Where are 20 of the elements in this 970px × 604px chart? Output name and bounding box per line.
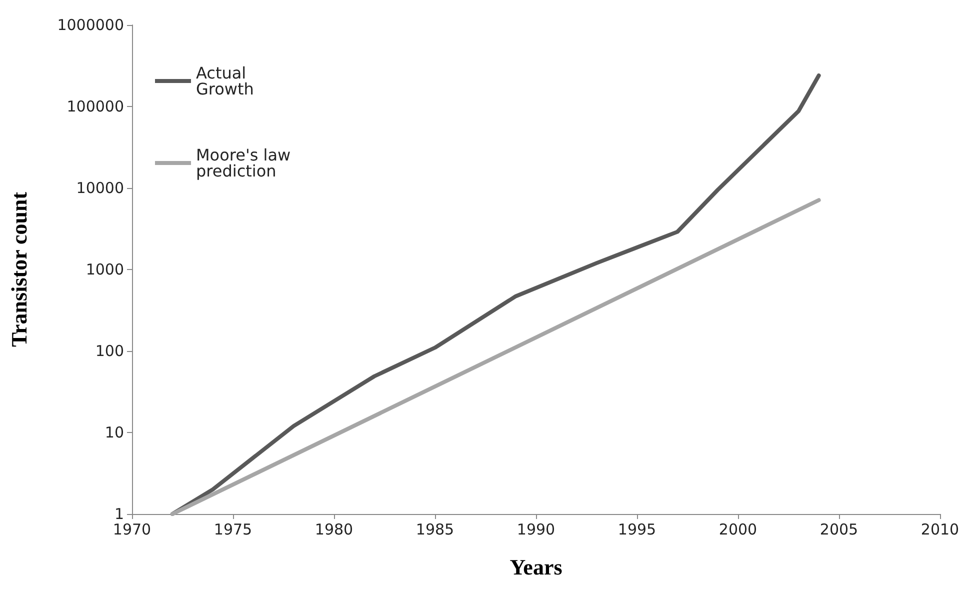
x-tick-label: 1980 — [314, 520, 354, 538]
y-tick-label: 1000 — [86, 260, 124, 278]
y-tick-label: 10000 — [76, 179, 124, 197]
y-tick-label: 1 — [114, 505, 124, 523]
x-tick-label: 1970 — [112, 520, 152, 538]
x-axis-title: Years — [510, 554, 563, 580]
x-tick-label: 2000 — [718, 520, 758, 538]
y-axis-title: Transistor count — [6, 191, 32, 348]
x-tick-label: 2005 — [820, 520, 858, 538]
legend-label: Actual Growth — [196, 64, 254, 98]
x-tick-label: 1975 — [214, 520, 252, 538]
x-tick-label: 1990 — [516, 520, 556, 538]
legend-label: Moore's law prediction — [196, 146, 296, 180]
y-tick-label: 100000 — [66, 98, 124, 116]
x-tick-label: 1985 — [416, 520, 454, 538]
x-tick-label: 2010 — [920, 520, 960, 538]
y-tick-label: 100 — [95, 342, 124, 360]
y-tick-label: 10 — [104, 424, 124, 442]
x-tick-label: 1995 — [618, 520, 656, 538]
y-tick-label: 1000000 — [57, 16, 124, 34]
